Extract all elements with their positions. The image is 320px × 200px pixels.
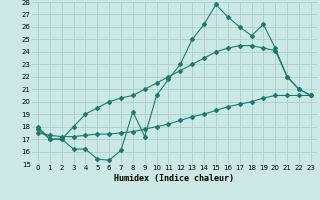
X-axis label: Humidex (Indice chaleur): Humidex (Indice chaleur) bbox=[115, 174, 234, 183]
